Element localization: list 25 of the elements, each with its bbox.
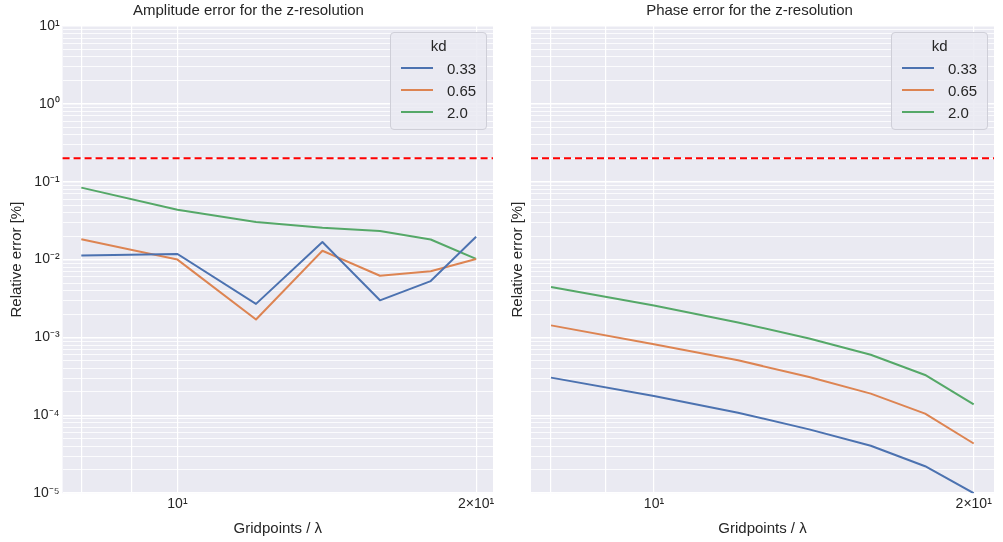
y-tick-label: 10⁰ — [39, 94, 60, 111]
legend-title: kd — [930, 37, 949, 54]
chart-title: Amplitude error for the z-resolution — [133, 1, 364, 19]
y-axis-title: Relative error [%] — [7, 201, 25, 318]
chart-title: Phase error for the z-resolution — [646, 1, 853, 19]
x-axis-title: Gridpoints / λ — [233, 519, 323, 537]
legend-title: kd — [429, 37, 448, 54]
y-tick-label: 10⁻⁵ — [33, 484, 60, 501]
x-tick-label: 2×10¹ — [458, 495, 495, 512]
x-axis-title: Gridpoints / λ — [718, 519, 808, 537]
x-tick-label: 10¹ — [643, 495, 665, 512]
x-tick-label: 10¹ — [167, 495, 188, 512]
legend-label: 0.65 — [447, 81, 477, 99]
legend-label: 2.0 — [447, 103, 468, 121]
x-tick-label: 2×10¹ — [955, 495, 993, 512]
y-tick-label: 10¹ — [39, 16, 60, 33]
y-tick-label: 10⁻³ — [34, 328, 60, 345]
legend-label: 0.65 — [948, 81, 978, 99]
legend-label: 2.0 — [948, 103, 969, 121]
legend-label: 0.33 — [447, 59, 477, 77]
legend-label: 0.33 — [948, 59, 978, 77]
y-tick-label: 10⁻² — [34, 250, 60, 267]
y-tick-label: 10⁻⁴ — [32, 406, 60, 423]
y-axis-title: Relative error [%] — [508, 201, 526, 318]
y-tick-label: 10⁻¹ — [34, 172, 60, 189]
